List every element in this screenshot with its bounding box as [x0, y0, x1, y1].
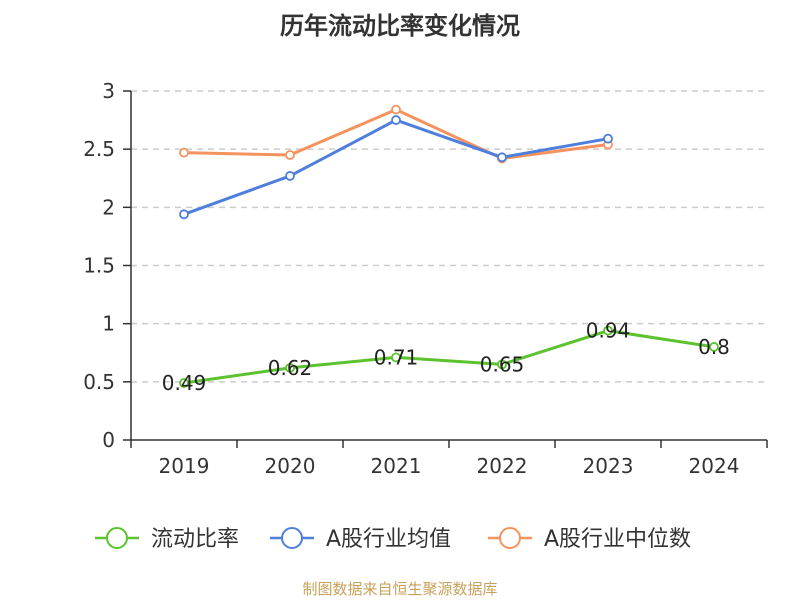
x-tick-label: 2019 [159, 454, 210, 478]
legend-item: 流动比率 [95, 527, 239, 552]
chart-title: 历年流动比率变化情况 [280, 12, 520, 40]
series-layer [179, 104, 719, 388]
data-point [391, 115, 401, 125]
y-tick-label: 3 [102, 79, 115, 103]
legend-marker [499, 527, 521, 549]
data-point [179, 147, 189, 158]
x-tick-label: 2023 [583, 454, 634, 478]
data-label: 0.62 [268, 356, 313, 380]
y-tick-label: 2 [102, 195, 115, 219]
series-line [183, 329, 715, 385]
x-tick-label: 2020 [265, 454, 316, 478]
data-point [285, 171, 295, 181]
y-tick-label: 2.5 [83, 137, 115, 161]
data-point [391, 352, 401, 363]
data-label: 0.49 [162, 371, 207, 395]
legend-label: A股行业中位数 [544, 527, 691, 552]
legend-item: A股行业中位数 [488, 527, 691, 552]
data-point [497, 359, 507, 370]
y-tick-label: 0.5 [83, 370, 115, 394]
data-label: 0.65 [480, 352, 525, 376]
data-point [179, 209, 189, 220]
x-tick-label: 2022 [477, 454, 528, 478]
data-point [709, 342, 719, 352]
data-label: 0.71 [374, 345, 419, 369]
gridlines [131, 90, 767, 383]
data-labels: 0.49 0.62 0.71 0.65 0.94 0.8 [162, 319, 730, 395]
data-point [603, 325, 613, 336]
axes: 0 0.5 1 1.5 2 2.5 3 2019 2020 2021 2022 2023 2024 [83, 79, 768, 478]
y-tick-label: 0 [102, 428, 115, 452]
data-point [603, 133, 613, 144]
x-tick-label: 2021 [371, 454, 422, 478]
data-point [285, 150, 295, 160]
data-point [391, 104, 401, 115]
legend-marker [106, 527, 128, 549]
legend-label: 流动比率 [151, 527, 239, 552]
data-point [179, 378, 189, 388]
legend-marker [281, 527, 303, 549]
legend: 流动比率 A股行业均值 A股行业中位数 [95, 527, 691, 552]
legend-label: A股行业均值 [326, 527, 451, 552]
legend-item: A股行业均值 [270, 527, 451, 552]
data-point [497, 152, 507, 163]
series-line [183, 118, 609, 216]
data-label: 0.8 [698, 335, 730, 359]
y-tick-label: 1.5 [83, 254, 115, 278]
data-source-footer: 制图数据来自恒生聚源数据库 [302, 580, 498, 598]
y-tick-label: 1 [102, 312, 115, 336]
data-point [285, 362, 295, 373]
x-tick-label: 2024 [689, 454, 740, 478]
data-label: 0.94 [586, 319, 631, 343]
